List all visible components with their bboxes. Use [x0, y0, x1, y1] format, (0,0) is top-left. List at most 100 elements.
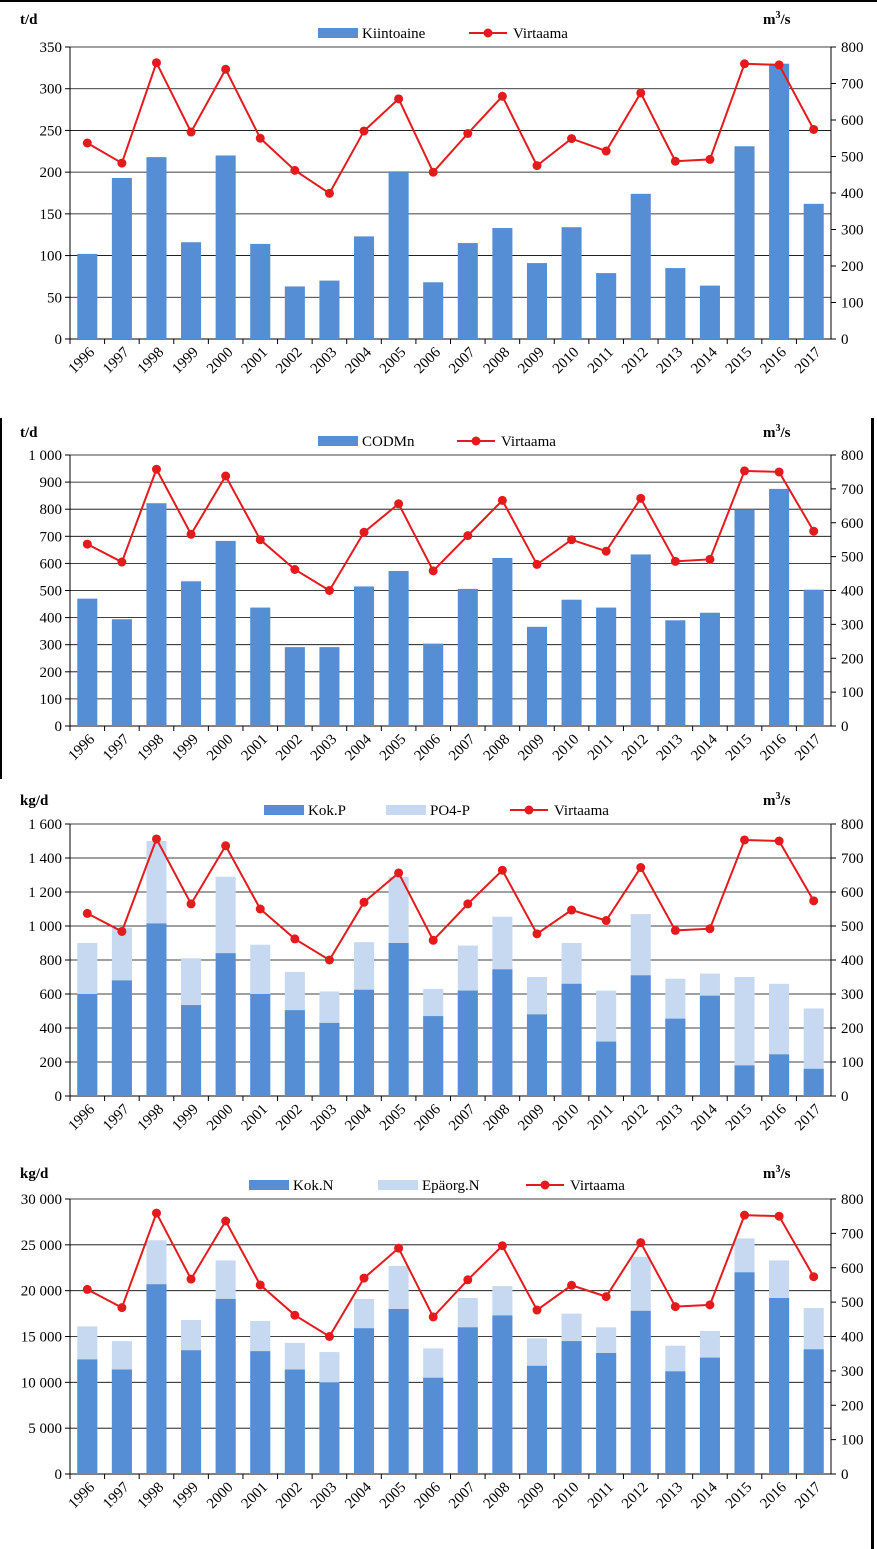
x-tick-label: 2005: [377, 1480, 410, 1513]
right-unit-tail: /s: [780, 425, 791, 441]
right-tick-label: 100: [841, 685, 864, 701]
left-tick-label: 1 200: [28, 885, 62, 901]
x-tick-label: 2006: [412, 1101, 445, 1134]
legend-swatch: [386, 805, 426, 815]
left-tick-label: 500: [40, 584, 63, 600]
bar-kok-p: [630, 975, 651, 1096]
x-tick-label: 2009: [515, 1102, 548, 1135]
left-border-line: [0, 418, 2, 779]
point-virtaama: [324, 955, 334, 965]
bar-kok-n: [353, 1328, 375, 1474]
bar-codmn: [734, 509, 755, 726]
point-virtaama: [290, 1310, 300, 1320]
right-tick-label: 200: [841, 1021, 864, 1037]
left-tick-label: 300: [40, 638, 63, 654]
bar-codmn: [423, 643, 444, 726]
legend-label: PO4-P: [430, 803, 470, 819]
right-tick-label: 600: [841, 516, 864, 532]
left-tick-label: 200: [40, 165, 63, 181]
x-tick-label: 2012: [619, 1102, 652, 1135]
left-tick-label: 20 000: [21, 1284, 62, 1300]
point-virtaama: [497, 865, 507, 875]
left-tick-label: 1 400: [28, 851, 62, 867]
x-tick-label: 2004: [342, 344, 375, 377]
point-virtaama: [670, 556, 680, 566]
right-tick-label: 700: [841, 77, 864, 93]
bar-kok-p: [526, 1014, 548, 1096]
left-tick-label: 600: [40, 987, 63, 1003]
bar-codmn: [492, 557, 513, 726]
x-tick-label: 2014: [688, 1101, 721, 1134]
point-virtaama: [601, 146, 611, 156]
x-tick-label: 2009: [515, 1480, 548, 1513]
x-tick-label: 2017: [792, 1101, 825, 1134]
right-tick-label: 0: [841, 1467, 849, 1483]
right-unit-tail: /s: [780, 1166, 791, 1182]
x-tick-label: 1996: [66, 1101, 99, 1134]
left-tick-label: 0: [55, 1467, 63, 1483]
x-tick-label: 2005: [377, 732, 410, 765]
x-tick-label: 2001: [239, 1102, 272, 1135]
point-virtaama: [532, 559, 542, 569]
bar-kok-n: [665, 1371, 686, 1474]
point-virtaama: [82, 539, 92, 549]
bar-kok-p: [181, 1005, 202, 1096]
point-virtaama: [186, 899, 196, 909]
point-virtaama: [255, 133, 265, 143]
bar-codmn: [111, 619, 132, 726]
bar-kok-n: [596, 1353, 617, 1474]
x-tick-label: 2004: [342, 1479, 375, 1512]
left-unit-label: t/d: [20, 12, 38, 28]
bar-kiintoaine: [250, 243, 271, 339]
point-virtaama: [497, 495, 507, 505]
bar-kok-p: [492, 969, 513, 1096]
point-virtaama: [809, 124, 819, 134]
point-virtaama: [221, 841, 231, 851]
x-tick-label: 2017: [792, 731, 825, 764]
x-tick-label: 2008: [481, 345, 514, 378]
bar-kiintoaine: [284, 286, 305, 339]
legend-label: Virtaama: [513, 26, 568, 42]
bar-kiintoaine: [803, 203, 824, 339]
bar-codmn: [803, 589, 824, 726]
x-tick-label: 2016: [757, 731, 790, 764]
bar-kok-n: [250, 1351, 271, 1474]
right-tick-label: 300: [841, 223, 864, 239]
bar-kok-p: [146, 923, 167, 1096]
x-tick-label: 2015: [723, 345, 756, 378]
right-tick-label: 500: [841, 1295, 864, 1311]
line-virtaama: [86, 60, 815, 195]
x-tick-label: 2012: [619, 732, 652, 765]
right-unit-sup: 3: [776, 10, 781, 21]
bar-kok-p: [596, 1041, 617, 1096]
bar-kok-n: [77, 1359, 98, 1474]
point-virtaama: [463, 899, 473, 909]
bar-kiintoaine: [319, 280, 340, 339]
legend-swatch: [249, 1180, 289, 1190]
x-tick-label: 2000: [204, 345, 237, 378]
x-tick-label: 1996: [66, 344, 99, 377]
bar-kok-p: [111, 980, 132, 1096]
line-virtaama: [86, 1210, 815, 1338]
x-tick-label: 2010: [550, 1102, 583, 1135]
left-tick-label: 400: [40, 611, 63, 627]
point-virtaama: [290, 564, 300, 574]
right-unit-label: m3/s: [763, 423, 791, 441]
right-tick-label: 800: [841, 817, 864, 833]
bar-kok-n: [734, 1272, 755, 1474]
point-virtaama: [117, 926, 127, 936]
x-tick-label: 2007: [446, 1101, 479, 1134]
bar-kok-p: [457, 990, 478, 1096]
top-border-line: [0, 0, 877, 2]
x-tick-label: 1999: [169, 345, 202, 378]
x-tick-label: 2015: [723, 1480, 756, 1513]
right-tick-label: 400: [841, 953, 864, 969]
bar-kok-n: [457, 1327, 478, 1474]
point-virtaama: [186, 529, 196, 539]
left-tick-label: 1 600: [28, 817, 62, 833]
bar-kok-p: [665, 1018, 686, 1096]
point-virtaama: [740, 835, 750, 845]
point-virtaama: [324, 1332, 334, 1341]
point-virtaama: [117, 557, 127, 567]
x-tick-label: 2002: [273, 345, 306, 378]
